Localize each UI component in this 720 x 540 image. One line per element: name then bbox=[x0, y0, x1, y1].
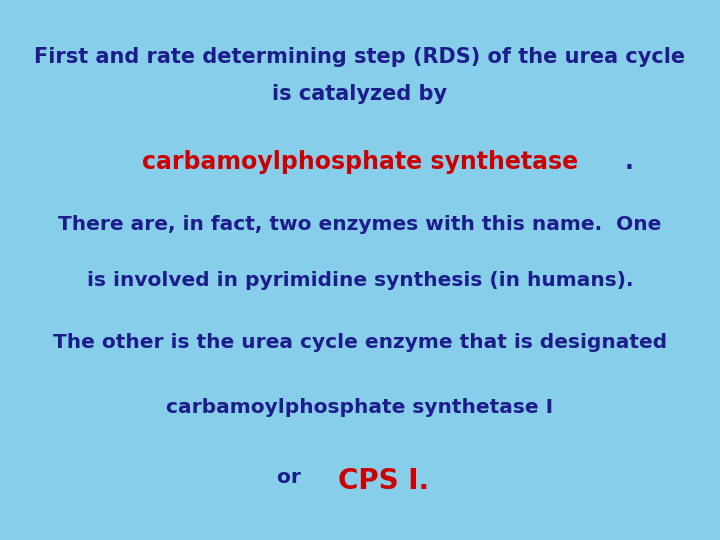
Text: First and rate determining step (RDS) of the urea cycle: First and rate determining step (RDS) of… bbox=[35, 46, 685, 67]
Text: carbamoylphosphate synthetase: carbamoylphosphate synthetase bbox=[142, 150, 578, 174]
Text: is catalyzed by: is catalyzed by bbox=[272, 84, 448, 105]
Text: .: . bbox=[625, 150, 634, 174]
Text: carbamoylphosphate synthetase.: carbamoylphosphate synthetase. bbox=[138, 150, 582, 174]
Text: There are, in fact, two enzymes with this name.  One: There are, in fact, two enzymes with thi… bbox=[58, 214, 662, 234]
Text: is involved in pyrimidine synthesis (in humans).: is involved in pyrimidine synthesis (in … bbox=[86, 271, 634, 291]
Text: CPS I.: CPS I. bbox=[338, 467, 430, 495]
Text: carbamoylphosphate synthetase I: carbamoylphosphate synthetase I bbox=[166, 398, 554, 417]
Text: The other is the urea cycle enzyme that is designated: The other is the urea cycle enzyme that … bbox=[53, 333, 667, 353]
Text: or: or bbox=[277, 468, 315, 488]
